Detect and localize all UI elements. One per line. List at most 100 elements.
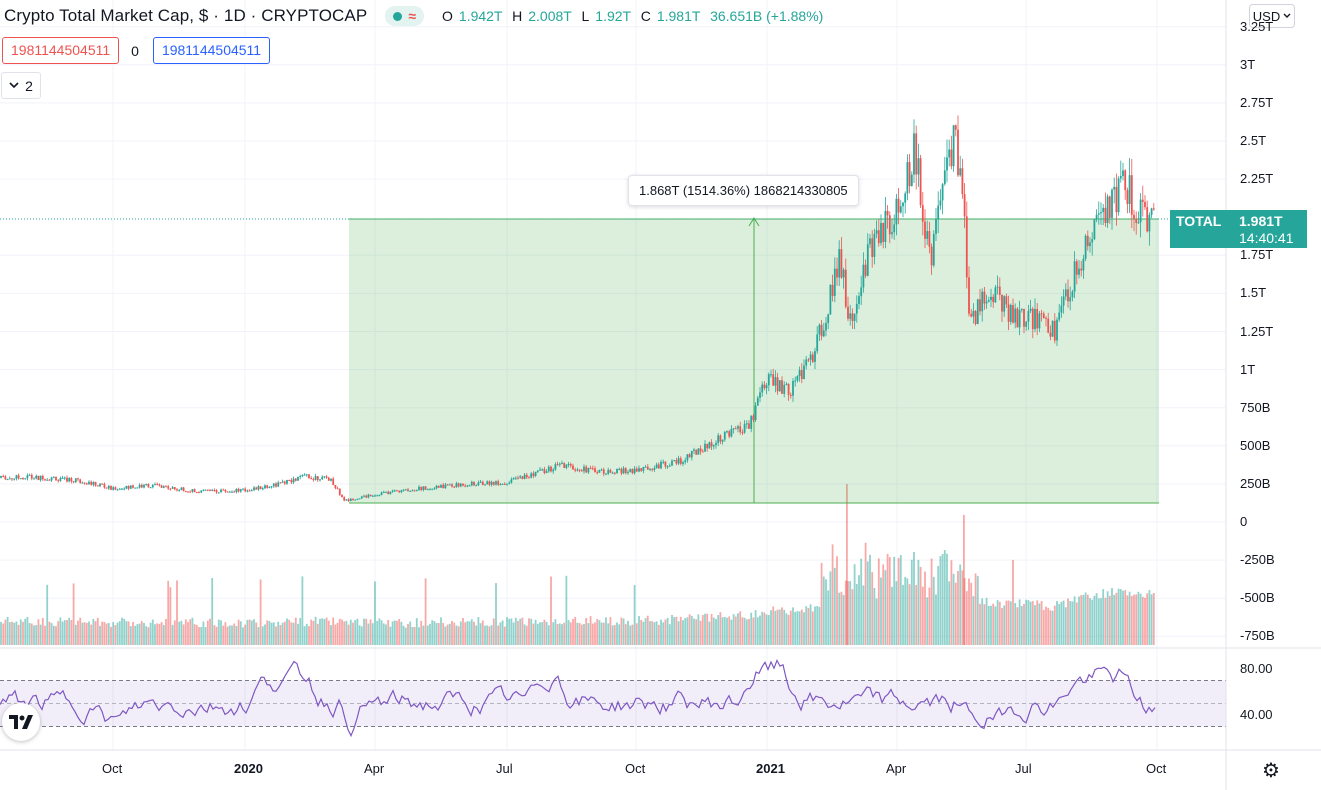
candle-body: [939, 200, 942, 206]
volume-bar: [523, 624, 526, 645]
volume-bar: [664, 619, 667, 645]
collapse-indicators-button[interactable]: 2: [1, 72, 41, 99]
volume-bar: [473, 621, 475, 645]
candle-body: [992, 296, 995, 303]
volume-bar: [1025, 599, 1028, 645]
candle-body: [448, 484, 451, 486]
volume-bar: [682, 620, 684, 645]
volume-bar: [1029, 601, 1032, 645]
volume-bar: [919, 566, 922, 645]
volume-bar: [842, 594, 845, 645]
volume-bar: [369, 619, 372, 645]
candle-body: [622, 468, 625, 474]
measure-tooltip: 1.868T (1514.36%) 1868214330805: [628, 175, 859, 206]
volume-bar: [114, 625, 117, 645]
candle-body: [695, 449, 698, 455]
volume-bar: [57, 621, 60, 645]
volume-bar: [690, 615, 693, 645]
volume-bar: [836, 556, 838, 645]
candle-body: [195, 492, 198, 494]
candle-body: [759, 392, 761, 398]
candle-body: [444, 484, 447, 489]
candle-body: [105, 487, 108, 489]
candle-body: [543, 469, 546, 474]
volume-bar: [985, 597, 988, 645]
volume-bar: [1038, 603, 1041, 645]
volume-bar: [325, 617, 328, 645]
volume-bar: [600, 622, 603, 645]
volume-bar: [259, 579, 262, 645]
volume-bar: [484, 625, 486, 645]
volume-bar: [594, 622, 596, 645]
bar-countdown: 14:40:41: [1239, 230, 1294, 246]
candle-body: [30, 474, 33, 479]
volume-bar: [633, 585, 636, 645]
candle-body: [554, 464, 557, 470]
price-axis-label: -750B: [1240, 628, 1275, 644]
candle-body: [2, 475, 5, 477]
volume-bar: [440, 617, 442, 645]
candle-body: [796, 376, 799, 381]
volume-bar: [437, 622, 440, 645]
candle-body: [514, 477, 517, 479]
candle-body: [288, 479, 291, 481]
volume-bar: [244, 624, 247, 645]
volume-bar: [90, 624, 93, 645]
candle-body: [349, 498, 352, 502]
volume-bar: [706, 613, 709, 645]
candle-body: [1018, 310, 1021, 328]
volume-bar: [294, 617, 297, 645]
volume-bar: [475, 625, 478, 645]
volume-bar: [723, 616, 726, 645]
candle-body: [602, 469, 605, 474]
volume-bar: [35, 625, 38, 645]
candle-body: [343, 497, 346, 501]
candle-body: [1152, 208, 1155, 210]
volume-bar: [420, 620, 423, 645]
volume-bar: [979, 603, 981, 645]
volume-bar: [952, 573, 955, 645]
tradingview-logo-icon[interactable]: [2, 703, 40, 741]
candle-body: [1038, 313, 1041, 329]
volume-bar: [829, 571, 832, 645]
currency-selector[interactable]: USD: [1249, 4, 1295, 28]
volume-bar: [464, 622, 467, 645]
volume-bar: [563, 622, 566, 645]
currency-label: USD: [1252, 8, 1281, 24]
settings-gear-icon[interactable]: ⚙: [1262, 760, 1280, 782]
candle-body: [963, 194, 966, 217]
candle-body: [589, 468, 592, 470]
volume-bar: [1009, 601, 1012, 645]
volume-bar: [770, 610, 772, 645]
volume-bar: [990, 605, 992, 645]
candle-body: [118, 488, 121, 490]
candle-body: [943, 170, 946, 185]
volume-bar: [1093, 595, 1096, 645]
candle-body: [772, 374, 775, 386]
volume-bar: [127, 621, 130, 645]
volume-bar: [849, 581, 852, 645]
volume-bar: [569, 622, 572, 645]
volume-bar: [279, 625, 282, 645]
candle-body: [1144, 201, 1146, 208]
volume-bar: [272, 622, 275, 645]
measure-range[interactable]: [0, 217, 1170, 504]
price-axis-label: 3T: [1240, 56, 1256, 72]
market-status[interactable]: ≈: [385, 6, 424, 26]
volume-bar: [121, 617, 123, 645]
volume-bar: [961, 570, 964, 645]
symbol-title[interactable]: Crypto Total Market Cap, $ · 1D · CRYPTO…: [4, 6, 368, 25]
candle-body: [596, 472, 599, 474]
volume-bar: [345, 620, 348, 645]
candle-body: [4, 476, 7, 480]
candle-body: [844, 269, 847, 307]
volume-bar: [761, 611, 764, 645]
volume-bar: [391, 621, 394, 645]
volume-bar: [134, 625, 137, 645]
volume-bar: [398, 619, 401, 645]
candle-body: [807, 359, 810, 361]
candle-body: [74, 478, 77, 483]
candle-body: [677, 458, 680, 464]
candle-body: [1091, 239, 1094, 243]
